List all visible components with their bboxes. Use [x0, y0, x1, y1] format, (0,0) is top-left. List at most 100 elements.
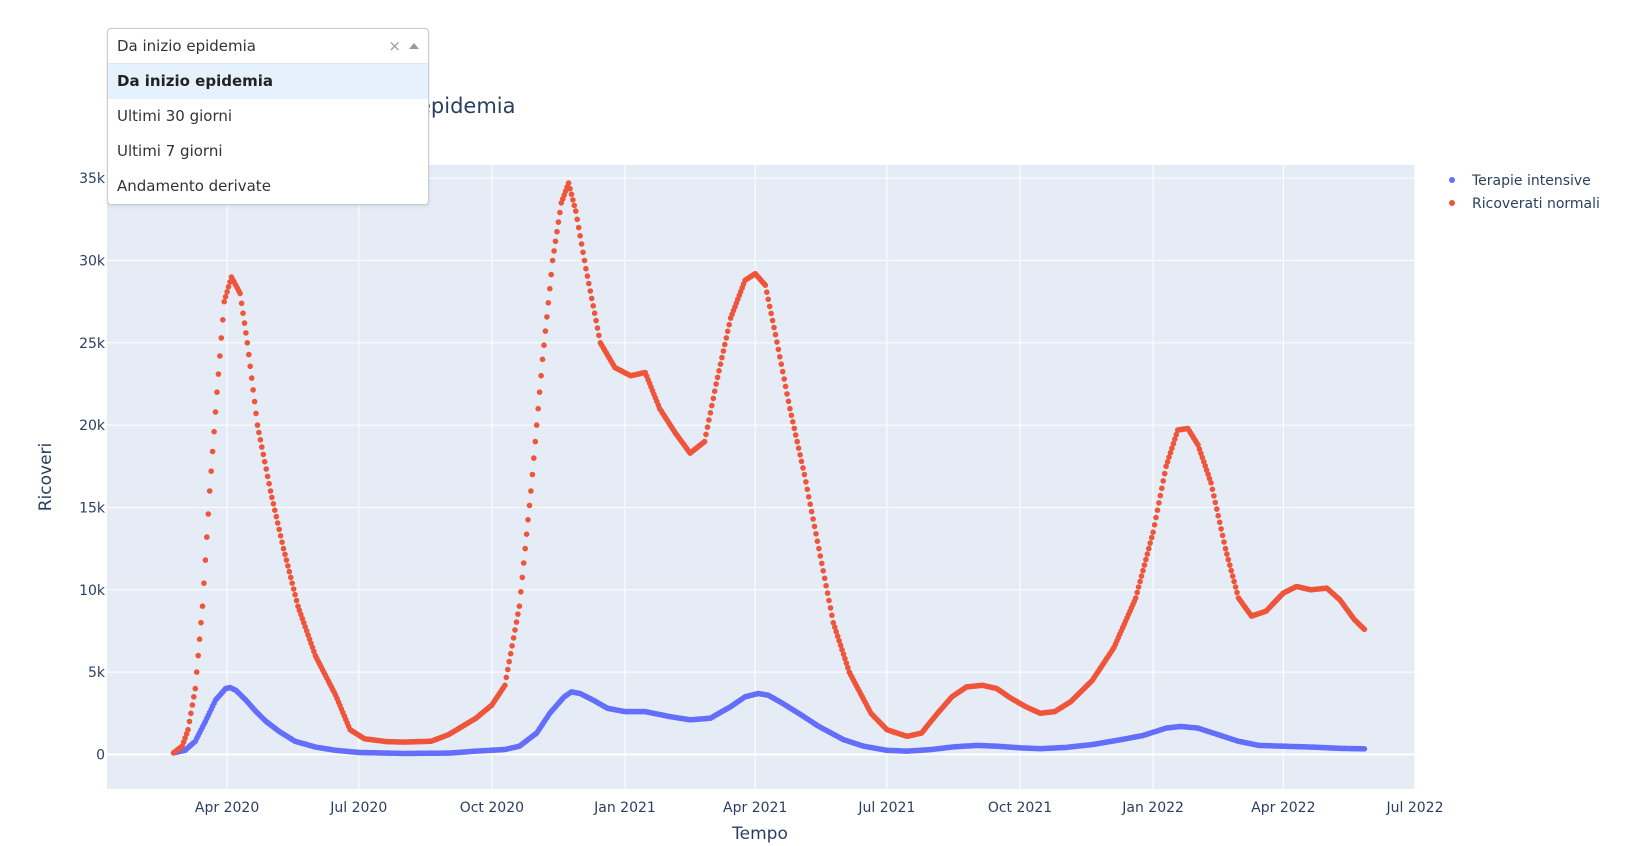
dropdown-option[interactable]: Andamento derivate: [117, 177, 271, 195]
data-point: [798, 458, 805, 465]
y-tick-label: 20k: [79, 418, 106, 434]
data-point: [726, 321, 732, 328]
x-tick-label: Jan 2022: [1121, 800, 1184, 816]
data-point: [842, 655, 848, 662]
data-point: [1202, 463, 1208, 469]
data-point: [256, 429, 262, 436]
dropdown-option[interactable]: Ultimi 30 giorni: [117, 107, 233, 125]
data-point: [208, 468, 214, 475]
data-point: [215, 371, 222, 377]
data-point: [1218, 526, 1224, 532]
data-point: [567, 185, 573, 192]
data-point: [528, 488, 534, 494]
data-point: [243, 330, 249, 336]
data-point: [701, 438, 708, 445]
legend-label: Ricoverati normali: [1472, 196, 1600, 212]
data-point: [1148, 534, 1155, 541]
data-point: [1229, 573, 1236, 579]
data-point: [768, 310, 774, 317]
legend-item[interactable]: Terapie intensive: [1449, 173, 1591, 189]
data-point: [784, 391, 790, 397]
y-axis-ticks: 0 5k 10k 15k 20k 25k 30k 35k: [79, 171, 106, 763]
data-point: [520, 560, 527, 566]
data-point: [581, 257, 588, 264]
data-point: [803, 479, 809, 485]
y-axis-title: Ricoveri: [36, 443, 56, 512]
data-point: [573, 208, 579, 214]
data-point: [214, 389, 220, 396]
x-axis-title: Tempo: [731, 824, 788, 844]
data-point: [1215, 512, 1221, 519]
dropdown-control[interactable]: Da inizio epidemia ×: [108, 29, 428, 64]
y-tick-label: 30k: [79, 253, 106, 269]
data-point: [839, 646, 845, 653]
legend[interactable]: Terapie intensive Ricoverati normali: [1449, 173, 1600, 212]
data-point: [274, 520, 281, 526]
data-point: [840, 651, 847, 657]
data-point: [832, 624, 838, 630]
data-point: [781, 376, 787, 382]
data-point: [544, 314, 550, 320]
data-point: [188, 710, 194, 717]
data-point: [1170, 440, 1177, 447]
data-point: [807, 501, 813, 508]
data-point: [282, 551, 288, 558]
range-dropdown[interactable]: Da inizio epidemia × Da inizio epidemia U…: [107, 28, 429, 205]
clear-icon[interactable]: ×: [388, 37, 401, 55]
data-point: [1227, 562, 1233, 568]
data-point: [577, 233, 583, 239]
data-point: [221, 298, 227, 305]
data-point: [1209, 486, 1216, 493]
dropdown-option[interactable]: Da inizio epidemia: [108, 64, 428, 99]
dropdown-selected-value: Da inizio epidemia: [117, 37, 256, 55]
data-point: [588, 295, 595, 302]
y-tick-label: 5k: [88, 665, 106, 681]
x-tick-label: Oct 2021: [988, 800, 1052, 816]
data-point: [586, 280, 592, 287]
data-point: [833, 628, 839, 635]
series-terapie-intensive: [170, 684, 1368, 757]
data-point: [253, 410, 259, 417]
data-point: [1154, 507, 1161, 513]
caret-up-icon[interactable]: [409, 43, 419, 49]
data-point: [797, 452, 803, 458]
data-point: [590, 303, 596, 309]
y-tick-label: 15k: [79, 500, 106, 516]
dropdown-option[interactable]: Ultimi 7 giorni: [117, 142, 223, 160]
legend-marker: [1449, 177, 1455, 183]
data-point: [202, 557, 209, 563]
data-point: [826, 597, 832, 604]
data-point: [1224, 551, 1230, 557]
data-point: [1234, 589, 1240, 596]
data-point: [542, 328, 549, 334]
data-point: [289, 580, 296, 586]
data-point: [777, 354, 783, 360]
data-point: [250, 387, 256, 393]
legend-item[interactable]: Ricoverati normali: [1449, 196, 1600, 212]
data-point: [1132, 595, 1139, 601]
data-point: [1167, 449, 1174, 456]
data-point: [1195, 442, 1201, 448]
data-point: [548, 271, 554, 278]
data-point: [224, 289, 230, 295]
data-point: [706, 417, 712, 423]
y-tick-label: 0: [96, 747, 105, 763]
data-point: [774, 339, 780, 345]
data-point: [217, 353, 223, 359]
data-point: [1225, 556, 1232, 563]
data-point: [1216, 519, 1223, 526]
data-point: [1144, 551, 1151, 557]
series-ricoverati-normali: [170, 180, 1368, 756]
data-point: [769, 317, 776, 324]
data-point: [1166, 454, 1172, 461]
data-point: [791, 425, 798, 432]
data-point: [273, 513, 280, 520]
data-point: [594, 325, 601, 331]
data-point: [1163, 463, 1169, 470]
data-point: [829, 612, 835, 619]
data-point: [503, 674, 510, 681]
data-point: [1199, 454, 1206, 461]
data-point: [532, 438, 539, 445]
data-point: [535, 405, 541, 412]
data-point: [713, 381, 719, 387]
